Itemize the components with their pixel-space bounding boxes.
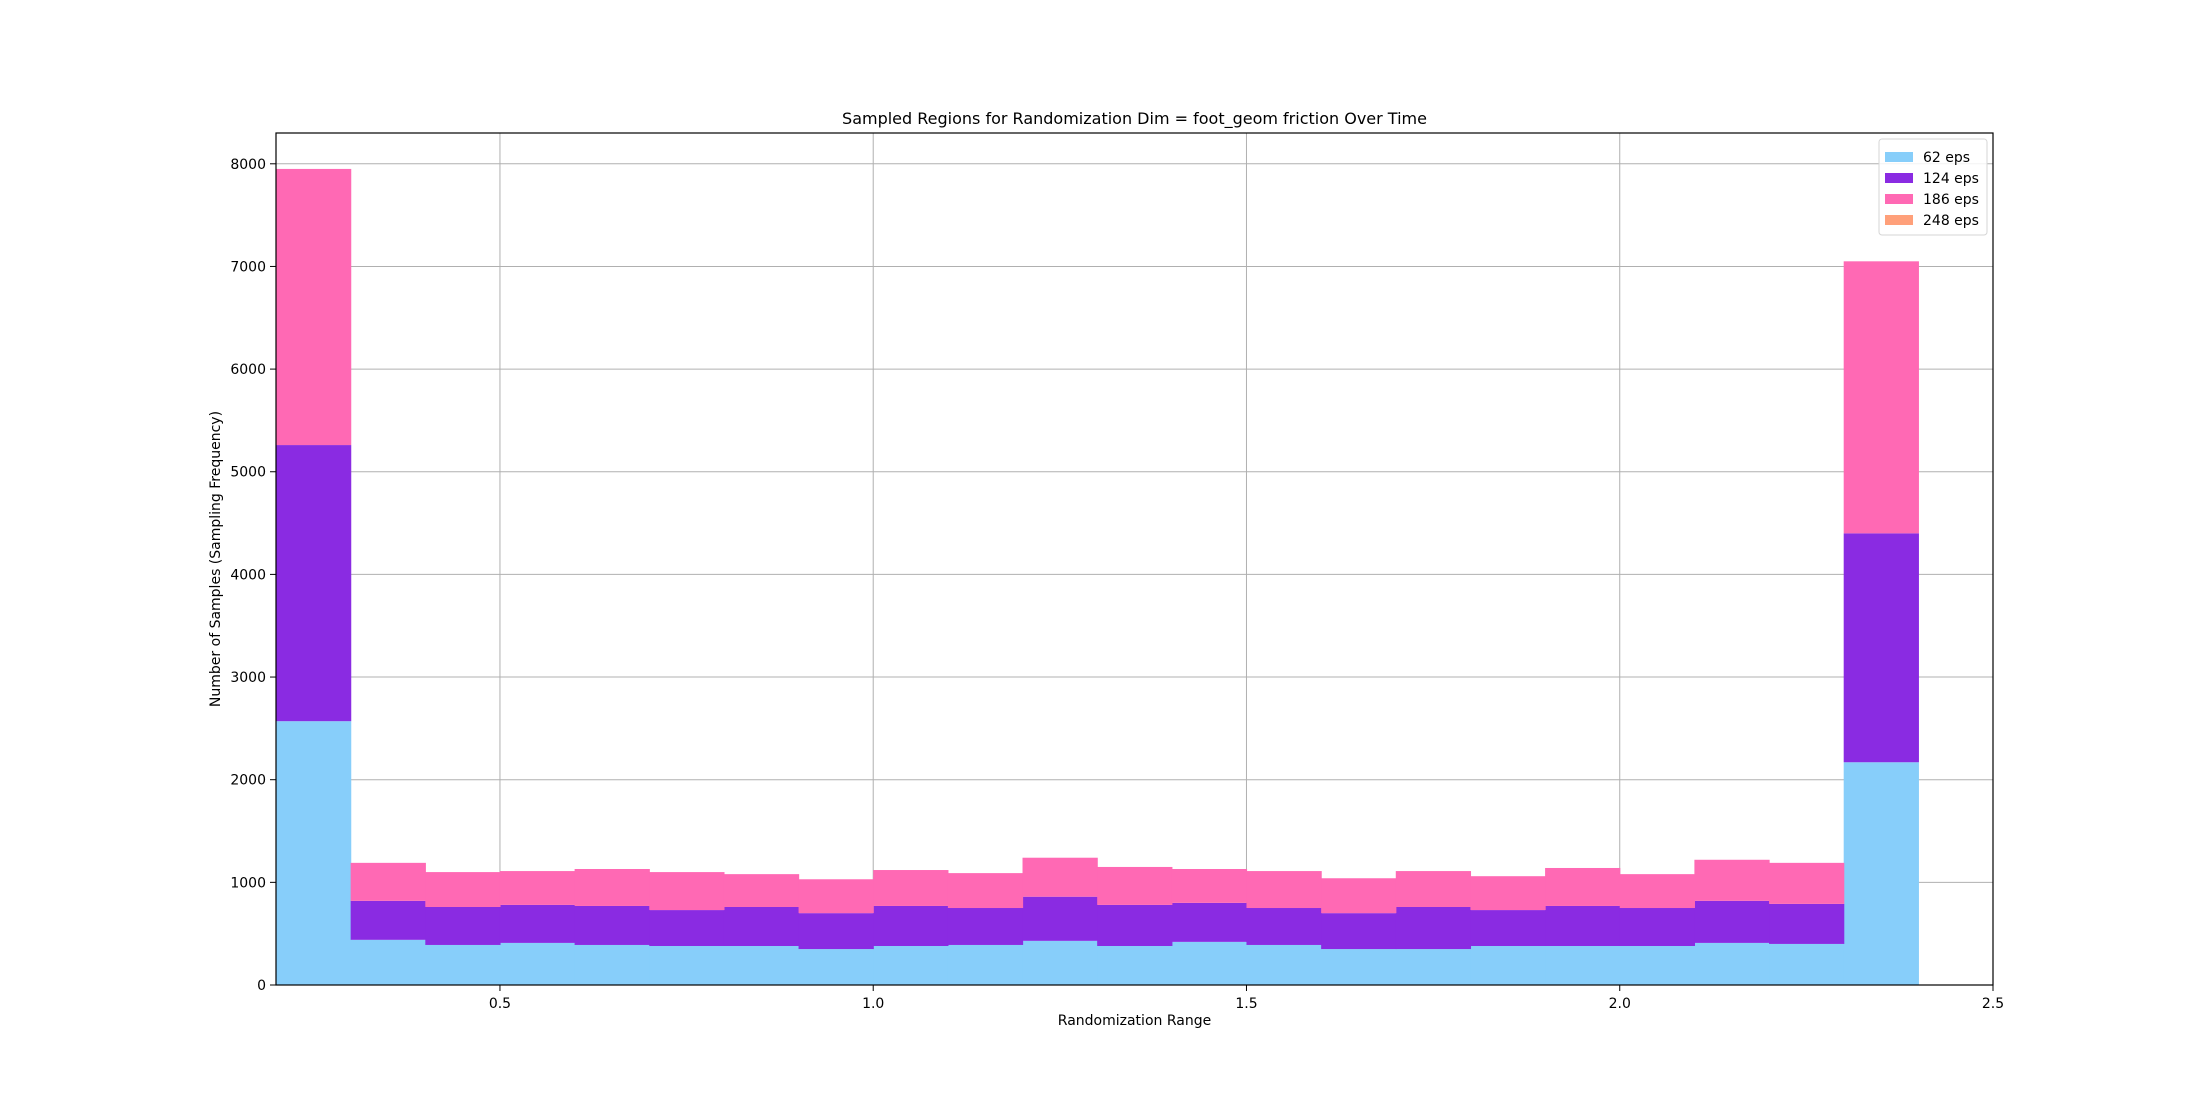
bar-186-eps	[1843, 261, 1919, 534]
y-tick-label: 6000	[230, 362, 266, 378]
bar-186-eps	[1022, 857, 1098, 897]
bar-186-eps	[1694, 859, 1770, 901]
bar-124-eps	[798, 913, 874, 950]
bar-124-eps	[1843, 533, 1919, 763]
x-tick-label: 1.0	[862, 996, 884, 1012]
bar-124-eps	[425, 906, 501, 945]
bar-62-eps	[723, 945, 800, 985]
legend-label: 124 eps	[1923, 171, 1979, 187]
bar-62-eps	[1843, 762, 1919, 985]
plot-frame	[275, 132, 1994, 986]
bar-124-eps	[873, 905, 949, 946]
bar-186-eps	[1321, 878, 1397, 914]
bars	[276, 168, 1919, 985]
bar-186-eps	[1619, 874, 1695, 909]
bar-62-eps	[1022, 940, 1098, 985]
bar-62-eps	[499, 942, 576, 985]
bar-124-eps	[1769, 903, 1845, 944]
bar-186-eps	[1545, 867, 1621, 906]
y-tick-label: 7000	[230, 259, 266, 275]
grid-lines	[276, 133, 1994, 986]
y-tick-label: 4000	[230, 567, 266, 583]
bar-186-eps	[947, 873, 1024, 909]
bar-62-eps	[873, 945, 949, 985]
y-tick-label: 5000	[230, 465, 266, 481]
bar-62-eps	[1246, 944, 1322, 985]
y-tick-label: 2000	[230, 773, 266, 789]
bar-124-eps	[1545, 905, 1621, 946]
bar-62-eps	[1619, 945, 1695, 985]
x-tick-label: 0.5	[489, 996, 511, 1012]
bar-62-eps	[1097, 945, 1173, 985]
bar-62-eps	[798, 949, 874, 985]
bar-124-eps	[649, 910, 725, 946]
bar-62-eps	[649, 945, 725, 985]
bar-124-eps	[1470, 910, 1546, 946]
x-tick-label: 2.0	[1609, 996, 1631, 1012]
legend-swatch	[1885, 152, 1913, 162]
bar-124-eps	[350, 900, 426, 940]
bar-124-eps	[1619, 908, 1695, 946]
bar-186-eps	[276, 168, 352, 446]
bar-124-eps	[499, 904, 576, 943]
bar-186-eps	[499, 871, 576, 905]
bar-186-eps	[1097, 866, 1173, 905]
chart-title: Sampled Regions for Randomization Dim = …	[842, 109, 1427, 129]
bar-186-eps	[425, 872, 501, 907]
y-tick-label: 3000	[230, 670, 266, 686]
bar-186-eps	[873, 870, 949, 906]
legend-swatch	[1885, 215, 1913, 225]
bar-62-eps	[1694, 942, 1770, 985]
y-tick-label: 0	[257, 978, 266, 994]
legend-swatch	[1885, 173, 1913, 183]
bar-124-eps	[574, 905, 650, 945]
bar-186-eps	[1769, 862, 1845, 904]
bar-124-eps	[1395, 906, 1472, 950]
bar-124-eps	[1171, 902, 1248, 942]
bar-186-eps	[1246, 871, 1322, 909]
x-tick-label: 2.5	[1982, 996, 2004, 1012]
legend-box	[1878, 138, 1988, 236]
bar-124-eps	[1321, 913, 1397, 950]
bar-124-eps	[1694, 900, 1770, 943]
legend: 62 eps 124 eps 186 eps 248 eps	[1878, 138, 1988, 236]
x-tick-label: 1.5	[1235, 996, 1257, 1012]
bar-62-eps	[425, 944, 501, 985]
bar-124-eps	[276, 445, 352, 722]
x-axis-ticks: 0.5 1.0 1.5 2.0 2.5	[489, 985, 2004, 1012]
legend-label: 186 eps	[1923, 192, 1979, 208]
bar-62-eps	[947, 944, 1024, 985]
bar-62-eps	[350, 939, 426, 985]
bar-62-eps	[1545, 945, 1621, 985]
bar-62-eps	[1395, 949, 1472, 985]
y-axis-ticks: 0 1000 2000 3000 4000 5000 6000 7000 8000	[230, 157, 276, 994]
bar-62-eps	[574, 944, 650, 985]
bar-62-eps	[1321, 949, 1397, 985]
bar-62-eps	[1769, 943, 1845, 985]
bar-62-eps	[276, 721, 352, 985]
y-tick-label: 1000	[230, 875, 266, 891]
bar-62-eps	[1470, 945, 1546, 985]
bar-124-eps	[1097, 904, 1173, 946]
x-axis-label: Randomization Range	[1058, 1013, 1211, 1029]
y-axis-label: Number of Samples (Sampling Frequency)	[208, 411, 224, 707]
legend-swatch	[1885, 194, 1913, 204]
y-tick-label: 8000	[230, 157, 266, 173]
bar-186-eps	[574, 869, 650, 906]
bar-186-eps	[723, 874, 800, 907]
bar-124-eps	[723, 906, 800, 946]
bar-62-eps	[1171, 941, 1248, 985]
legend-label: 248 eps	[1923, 213, 1979, 229]
legend-label: 62 eps	[1923, 150, 1970, 166]
bar-186-eps	[350, 862, 426, 901]
bar-186-eps	[798, 879, 874, 914]
bar-124-eps	[947, 908, 1024, 945]
bar-124-eps	[1246, 908, 1322, 945]
bar-124-eps	[1022, 896, 1098, 941]
bar-186-eps	[649, 872, 725, 911]
bar-186-eps	[1395, 871, 1472, 907]
bar-186-eps	[1171, 869, 1248, 903]
bar-186-eps	[1470, 876, 1546, 911]
